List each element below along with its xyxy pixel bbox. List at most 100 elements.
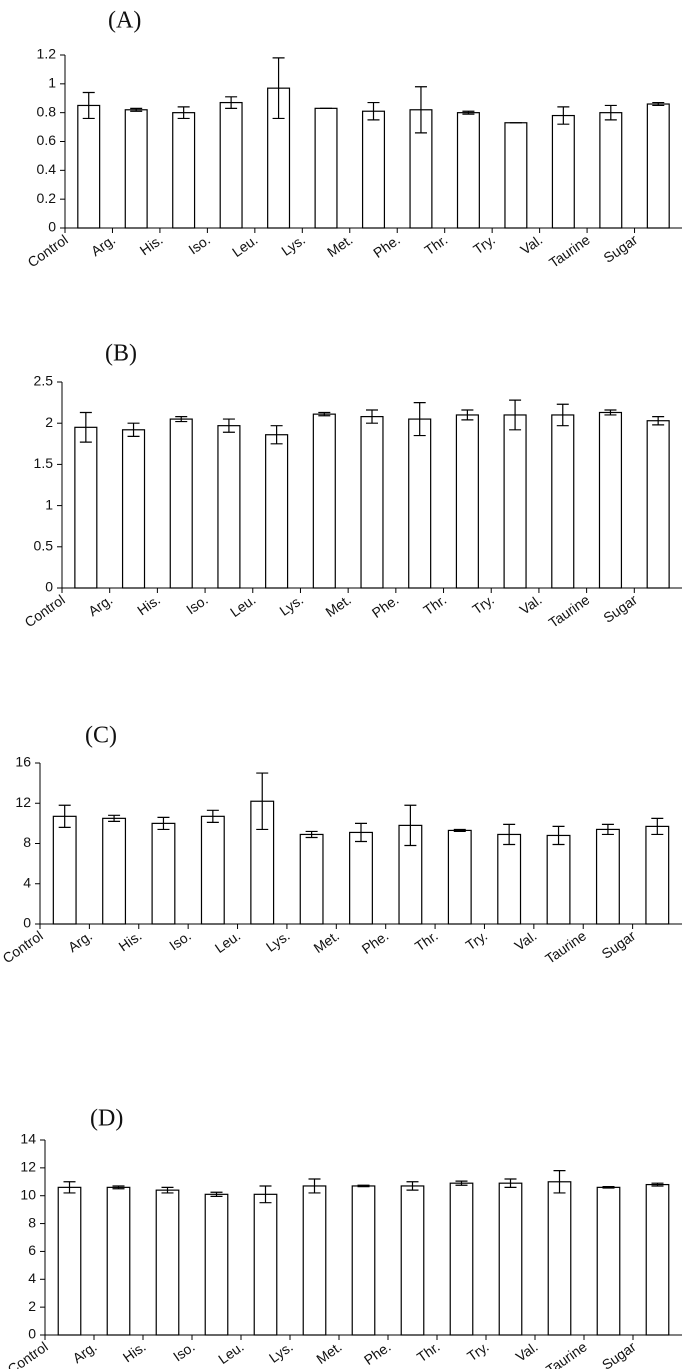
bar (300, 834, 323, 924)
x-tick-label: Taurine (546, 231, 593, 271)
bar (456, 415, 478, 588)
bar (205, 1194, 228, 1335)
x-tick-label: Taurine (546, 591, 593, 631)
bar (552, 116, 574, 228)
bar (266, 435, 288, 588)
x-tick-label: Met. (324, 231, 355, 260)
bar (107, 1187, 130, 1335)
bar (600, 113, 622, 228)
bar (597, 1187, 620, 1335)
bar (597, 829, 620, 924)
x-tick-label: Lys. (263, 927, 293, 955)
bar (548, 1182, 571, 1335)
bar (170, 419, 192, 588)
bar (352, 1186, 375, 1335)
x-tick-label: Arg. (70, 1338, 100, 1366)
bar (499, 1183, 522, 1335)
panel-title: (A) (108, 8, 141, 34)
bar (254, 1194, 277, 1335)
x-tick-label: Iso. (183, 591, 211, 617)
bar (303, 1186, 326, 1335)
bar (125, 110, 147, 228)
x-tick-label: Leu. (215, 1338, 246, 1367)
y-tick-label: 8 (23, 834, 31, 850)
y-tick-label: 2.5 (34, 373, 54, 389)
x-tick-label: Met. (311, 927, 342, 956)
x-tick-label: Met. (313, 1338, 344, 1367)
bar (156, 1190, 179, 1335)
x-tick-label: Leu. (212, 927, 243, 956)
bar (313, 414, 335, 588)
y-tick-label: 8 (28, 1214, 36, 1230)
y-tick-label: 1.2 (37, 46, 57, 62)
bar (448, 830, 471, 924)
bar (647, 104, 669, 228)
bar (78, 105, 100, 228)
bar (363, 111, 385, 228)
panel-title: (D) (90, 1106, 123, 1132)
x-tick-label: Arg. (85, 591, 115, 619)
y-tick-label: 1 (45, 496, 53, 512)
bar (220, 103, 242, 228)
x-tick-label: Sugar (600, 231, 640, 266)
y-tick-label: 1 (48, 75, 56, 91)
bar (350, 832, 373, 924)
bar (173, 113, 195, 228)
bar (201, 816, 224, 924)
bar (103, 818, 126, 924)
x-tick-label: Val. (517, 231, 545, 257)
x-tick-label: Taurine (542, 927, 589, 967)
x-tick-label: Sugar (599, 1338, 639, 1369)
x-tick-label: Met. (322, 591, 353, 620)
x-tick-label: Taurine (543, 1338, 590, 1369)
y-tick-label: 0.4 (37, 161, 57, 177)
x-tick-label: His. (116, 927, 145, 954)
bar (218, 426, 240, 588)
figure: (A)00.20.40.60.811.2ControlArg.His.Iso.L… (0, 0, 684, 1369)
x-tick-label: Thr. (420, 591, 449, 618)
x-tick-label: Phe. (361, 1338, 394, 1368)
y-tick-label: 0 (48, 219, 56, 235)
bar (123, 430, 145, 588)
x-tick-label: Try. (464, 1338, 492, 1364)
x-tick-label: Try. (470, 231, 498, 257)
x-tick-label: Iso. (185, 231, 213, 257)
x-tick-label: His. (137, 231, 166, 258)
bar (498, 834, 521, 924)
y-tick-label: 2 (28, 1298, 36, 1314)
bar (646, 826, 669, 924)
y-tick-label: 0.6 (37, 132, 57, 148)
panel-title: (C) (85, 723, 117, 749)
x-tick-label: Lys. (278, 231, 308, 259)
bar (53, 816, 76, 924)
y-tick-label: 12 (20, 1159, 36, 1175)
x-tick-label: Phe. (370, 231, 403, 261)
x-tick-label: His. (134, 591, 163, 618)
bar (647, 421, 669, 588)
bar (401, 1186, 424, 1335)
x-tick-label: Lys. (266, 1338, 296, 1366)
bar (547, 835, 570, 924)
x-tick-label: Iso. (170, 1338, 198, 1364)
bar (409, 419, 431, 588)
x-tick-label: Try. (469, 591, 497, 617)
y-tick-label: 6 (28, 1242, 36, 1258)
y-tick-label: 0 (45, 579, 53, 595)
y-tick-label: 10 (20, 1186, 36, 1202)
bar (552, 415, 574, 588)
y-tick-label: 0.2 (37, 190, 57, 206)
x-tick-label: Arg. (88, 231, 118, 259)
bar (599, 412, 621, 588)
x-tick-label: Sugar (599, 927, 639, 962)
x-tick-label: Control (5, 1338, 51, 1369)
x-tick-label: Control (22, 591, 68, 630)
bar (450, 1183, 473, 1335)
x-tick-label: Leu. (229, 231, 260, 260)
x-tick-label: Thr. (421, 231, 450, 258)
x-tick-label: Val. (517, 591, 545, 617)
x-tick-label: Lys. (276, 591, 306, 619)
bar (315, 108, 337, 228)
x-tick-label: Phe. (359, 927, 392, 957)
x-tick-label: Phe. (369, 591, 402, 621)
bar (152, 823, 175, 924)
